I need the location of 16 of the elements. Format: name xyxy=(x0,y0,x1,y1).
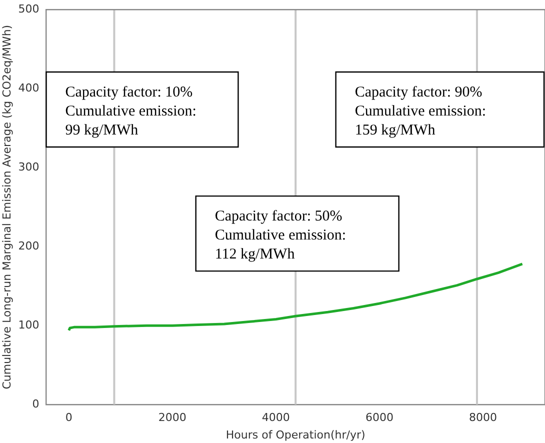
annotation: Capacity factor: 50% Cumulative emission: 112 kg/MWh xyxy=(214,208,346,262)
y-tick-label: 0 xyxy=(32,397,40,410)
x-tick-label: 4000 xyxy=(262,411,290,424)
y-tick-label: 300 xyxy=(18,160,40,174)
y-tick-label: 500 xyxy=(18,2,40,16)
y-tick-label: 400 xyxy=(18,81,40,94)
x-tick-label: 0 xyxy=(65,411,72,424)
y-axis-title: Cumulative Long-run Marginal Emission Average (kg CO2eq/MWh) xyxy=(0,24,14,390)
x-tick-label: 6000 xyxy=(365,411,394,424)
annotation: Capacity factor: 10% Cumulative emission: 99 kg/MWh xyxy=(65,84,196,138)
y-tick-label: 100 xyxy=(18,318,40,332)
annotation: Capacity factor: 90% Cumulative emission: 159 kg/MWh xyxy=(354,84,486,138)
x-tick-label: 2000 xyxy=(158,411,186,424)
x-tick-label: 8000 xyxy=(468,411,497,424)
x-axis-title: Hours of Operation(hr/yr) xyxy=(226,428,366,442)
y-tick-label: 200 xyxy=(18,239,40,252)
